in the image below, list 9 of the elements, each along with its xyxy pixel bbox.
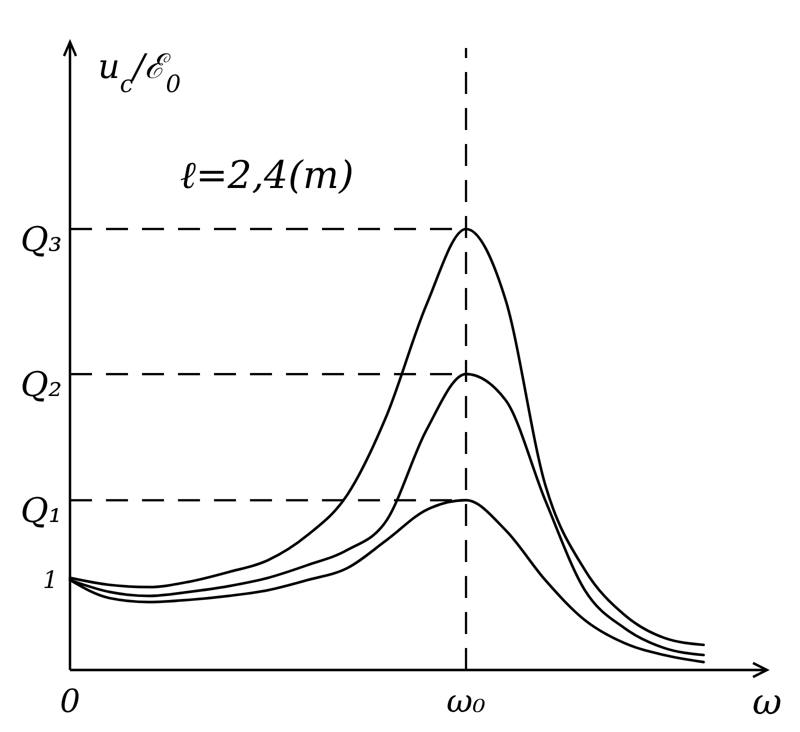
ref-line-label: Q₂ [20, 365, 62, 406]
y-axis-title: u$_{c}$/ℰ$_{0}$ [98, 47, 181, 98]
x-tick-label: ω₀ [446, 682, 486, 720]
annotation: 1 [42, 566, 58, 594]
ref-line-label: Q₃ [20, 220, 62, 260]
ref-line-label: Q₁ [20, 491, 62, 532]
x-axis-title: ω [752, 682, 782, 723]
x-tick-label: 0 [60, 682, 80, 720]
text: ℓ=2,4(m) [180, 153, 354, 197]
